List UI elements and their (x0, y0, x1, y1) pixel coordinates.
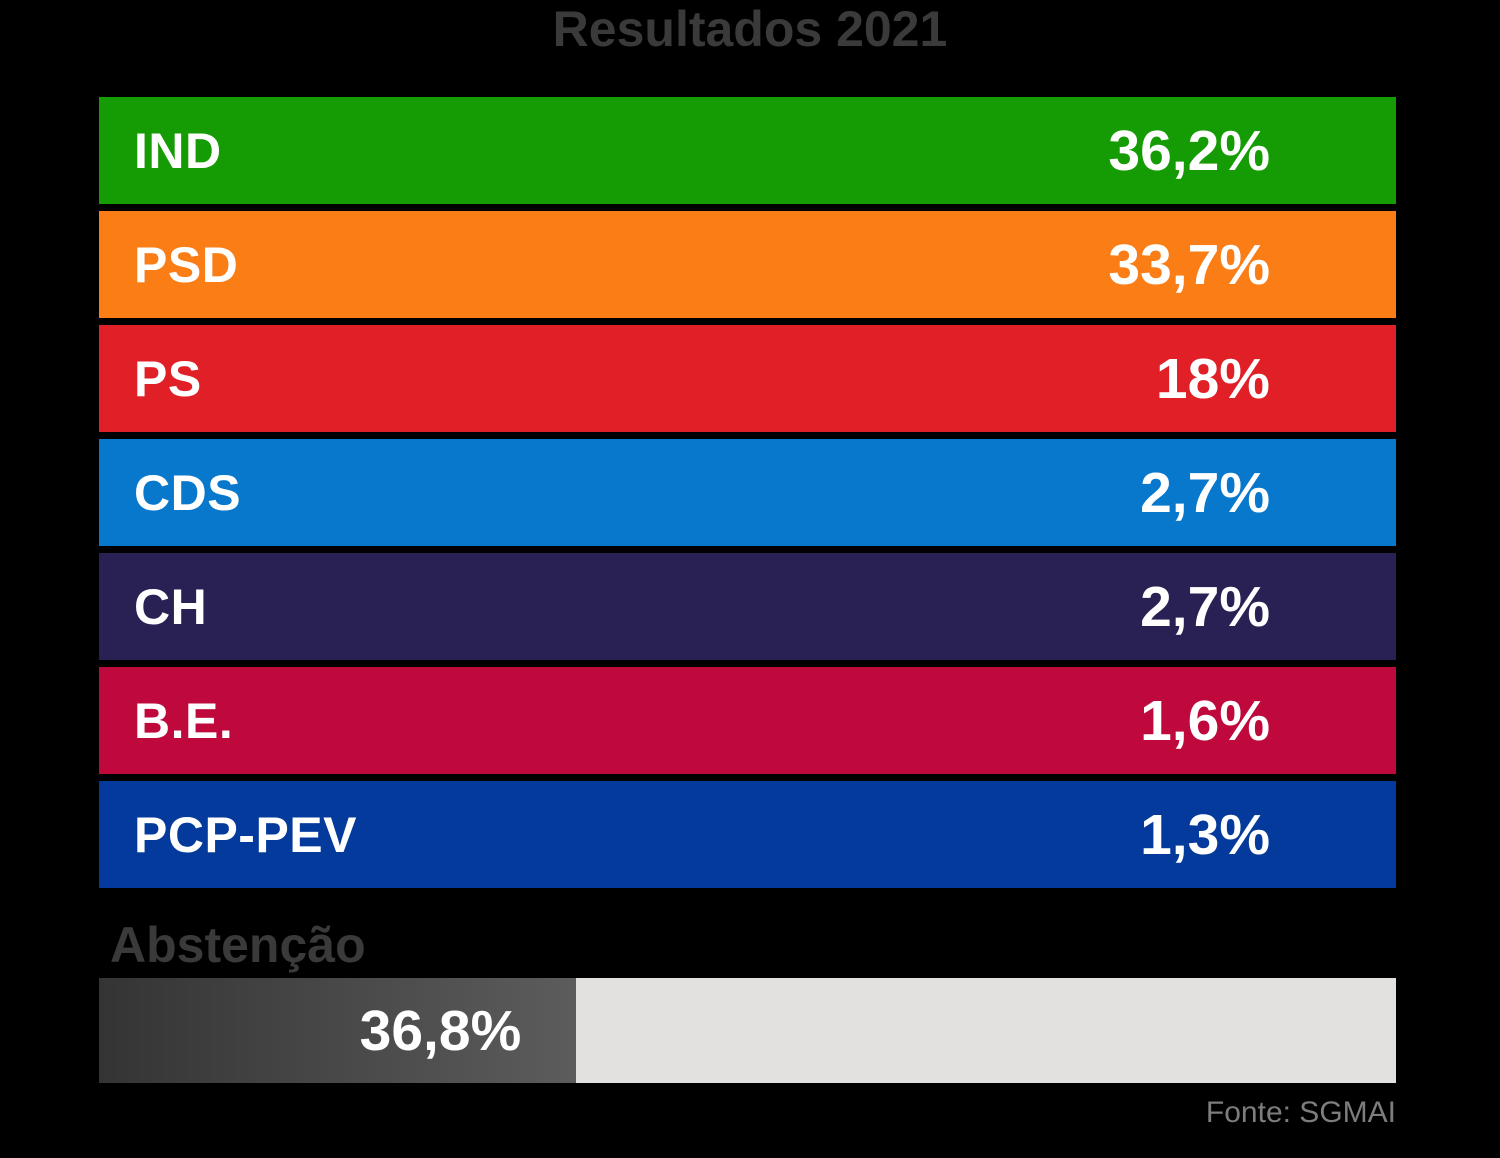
abstention-bar-fill: 36,8% (99, 978, 577, 1083)
bar-label: B.E. (134, 692, 234, 749)
bar-label: PS (134, 350, 202, 407)
bar-row-ind: IND 36,2% (99, 97, 1396, 204)
source-note: Fonte: SGMAI (1205, 1096, 1396, 1129)
bar-value: 1,3% (1140, 802, 1270, 867)
bar-value: 1,6% (1140, 688, 1270, 753)
bar-label: PSD (134, 236, 239, 293)
bar-value: 33,7% (1108, 232, 1270, 297)
bar-value: 18% (1155, 346, 1270, 411)
page-title: Resultados 2021 (552, 1, 948, 57)
bar-label: IND (134, 122, 222, 179)
bar-row-psd: PSD 33,7% (99, 211, 1396, 318)
abstention-bar-track: 36,8% (99, 978, 1396, 1083)
bar-value: 36,2% (1108, 118, 1270, 183)
bar-row-pcp-pev: PCP-PEV 1,3% (99, 781, 1396, 888)
bar-label: CH (134, 578, 208, 635)
abstention-value: 36,8% (359, 998, 522, 1063)
bar-row-ch: CH 2,7% (99, 553, 1396, 660)
bar-chart: IND 36,2% PSD 33,7% PS 18% CDS 2,7% CH 2… (99, 97, 1396, 888)
bar-label: PCP-PEV (134, 806, 358, 863)
bar-label: CDS (134, 464, 242, 521)
bar-row-cds: CDS 2,7% (99, 439, 1396, 546)
abstention-label: Abstenção (110, 917, 366, 973)
bar-row-ps: PS 18% (99, 325, 1396, 432)
bar-row-be: B.E. 1,6% (99, 667, 1396, 774)
bar-value: 2,7% (1140, 460, 1270, 525)
bar-value: 2,7% (1140, 574, 1270, 639)
